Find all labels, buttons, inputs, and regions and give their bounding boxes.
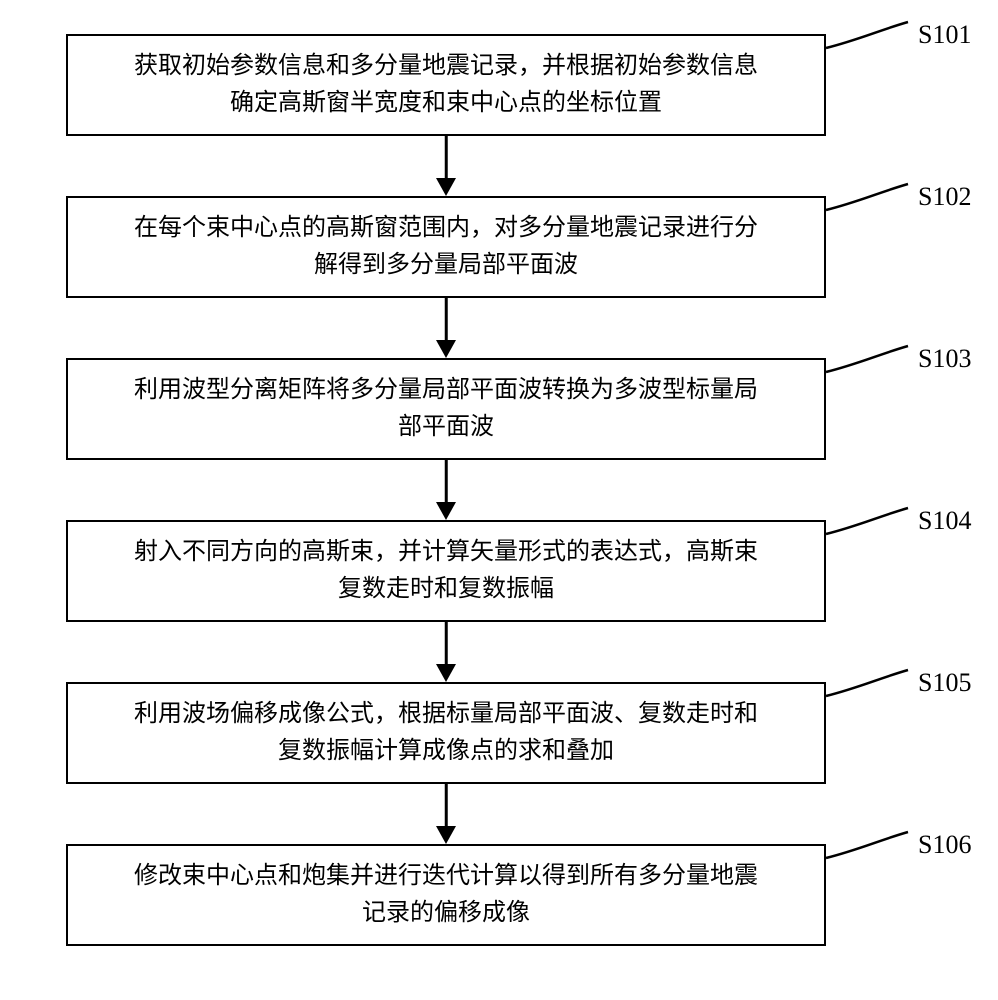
arrow-head-icon xyxy=(436,340,456,358)
arrow-line-s104-s105 xyxy=(445,622,448,666)
arrow-head-icon xyxy=(436,502,456,520)
flowchart-canvas: 获取初始参数信息和多分量地震记录，并根据初始参数信息确定高斯窗半宽度和束中心点的… xyxy=(0,0,998,1000)
arrow-head-icon xyxy=(436,178,456,196)
arrow-line-s105-s106 xyxy=(445,784,448,828)
arrow-head-icon xyxy=(436,826,456,844)
arrow-line-s101-s102 xyxy=(445,136,448,180)
arrow-line-s103-s104 xyxy=(445,460,448,504)
arrow-head-icon xyxy=(436,664,456,682)
connector-s106 xyxy=(0,0,998,1000)
arrow-line-s102-s103 xyxy=(445,298,448,342)
